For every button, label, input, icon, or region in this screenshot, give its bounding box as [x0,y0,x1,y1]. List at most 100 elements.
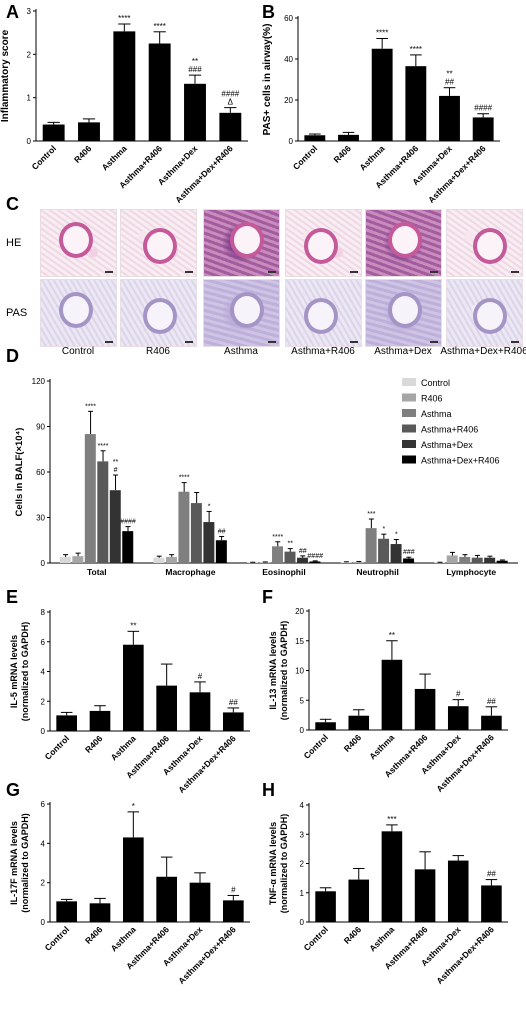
bar [59,556,71,563]
x-tick-label: Control [43,733,71,761]
panel-letter-d: D [6,346,19,366]
bar [109,490,121,563]
legend-label: R406 [421,394,443,404]
y-tick-label: 4 [41,668,46,677]
y-tick-label: 120 [32,377,46,386]
y-axis-label-B: PAS+ cells in airway(%) [262,24,273,136]
bar [481,715,502,730]
y-tick-label: 20 [295,607,304,616]
histology-image [446,209,523,277]
legend-label: Asthma+R406 [421,425,478,435]
scale-bar [430,341,438,343]
y-axis-label-D: Cells in BALF(×10⁴) [14,428,25,517]
bar [284,551,296,563]
bar [153,557,165,563]
bar [259,562,271,563]
panel-letter-f: F [262,587,273,607]
x-tick-label: Control [302,732,330,760]
panel-letter-a: A [6,2,19,22]
x-tick-label: Control [302,924,330,952]
airway-lumen [388,222,422,258]
significance-mark: *** [387,815,396,824]
y-tick-label: 60 [284,14,293,23]
y-tick-label: 20 [284,96,293,105]
histology-image [203,209,280,277]
bar [471,557,483,563]
bar [439,95,460,141]
significance-mark: **** [272,534,283,541]
significance-mark: **** [376,29,388,38]
x-tick-label: Asthma+Dex+R406 [176,733,238,795]
bar [390,544,402,563]
scale-bar [511,341,519,343]
histology-image [40,279,117,347]
x-tick-label: Control [30,143,58,171]
legend-swatch [402,424,416,433]
bar [381,831,403,922]
y-tick-label: 15 [295,637,304,646]
y-tick-label: 8 [41,608,46,617]
y-tick-label: 1 [300,889,305,898]
x-tick-label: Asthma [367,732,396,761]
significance-mark: #### [120,519,136,526]
bar [272,546,283,563]
x-tick-label: R406 [331,143,353,165]
bar [184,83,206,141]
bar [113,31,136,141]
significance-mark: #### [221,90,239,99]
bar [190,503,202,563]
histology-image [120,209,197,277]
y-tick-label: 1 [27,94,32,103]
y-axis-label-F: IL-13 mRNA levels(normalized to GAPDH) [268,621,289,721]
significance-mark: ## [229,698,238,707]
scale-bar [105,271,113,273]
x-tick-label: R406 [72,143,94,165]
histology-column-label: Asthma+R406 [291,346,355,357]
x-tick-label: Asthma [367,924,396,953]
bar [472,117,494,141]
y-tick-label: 0 [289,137,294,146]
significance-mark: # [198,672,203,681]
x-tick-label: Asthma+Dex+R406 [434,924,496,986]
significance-mark: ## [445,78,454,87]
x-tick-label: Total [87,567,107,577]
panel-letter-c: C [6,194,19,214]
x-tick-label: Asthma [109,733,138,762]
airway-lumen [143,298,177,334]
panel-letter-g: G [6,780,20,800]
y-tick-label: 2 [300,860,305,869]
bar [315,722,336,730]
histology-row-label: PAS [6,307,28,319]
bar [378,538,390,563]
significance-mark: ** [288,541,294,548]
bar [84,434,96,563]
airway-lumen [230,222,264,258]
airway-lumen [230,292,264,328]
y-tick-label: 2 [27,50,32,59]
legend-label: Asthma [421,409,452,419]
bar [338,134,359,141]
scale-bar [350,341,358,343]
scale-bar [268,341,276,343]
bar [123,644,144,731]
x-tick-label: Control [291,143,319,171]
x-tick-label: Asthma+Dex+R406 [176,924,238,986]
bar [414,869,436,922]
x-tick-label: R406 [83,733,105,755]
bar [189,692,211,731]
significance-mark: #### [474,104,492,113]
x-tick-label: Macrophage [165,567,215,577]
y-tick-label: 0 [300,726,305,735]
bar [97,461,109,563]
bar [481,885,502,922]
scale-bar [268,271,276,273]
significance-mark: #### [307,553,323,560]
y-tick-label: 3 [27,7,32,16]
significance-mark: * [132,802,135,811]
significance-mark: # [114,467,118,474]
legend-swatch [402,440,416,448]
x-tick-label: Asthma [357,143,386,172]
scale-bar [511,271,519,273]
bar [219,112,242,141]
